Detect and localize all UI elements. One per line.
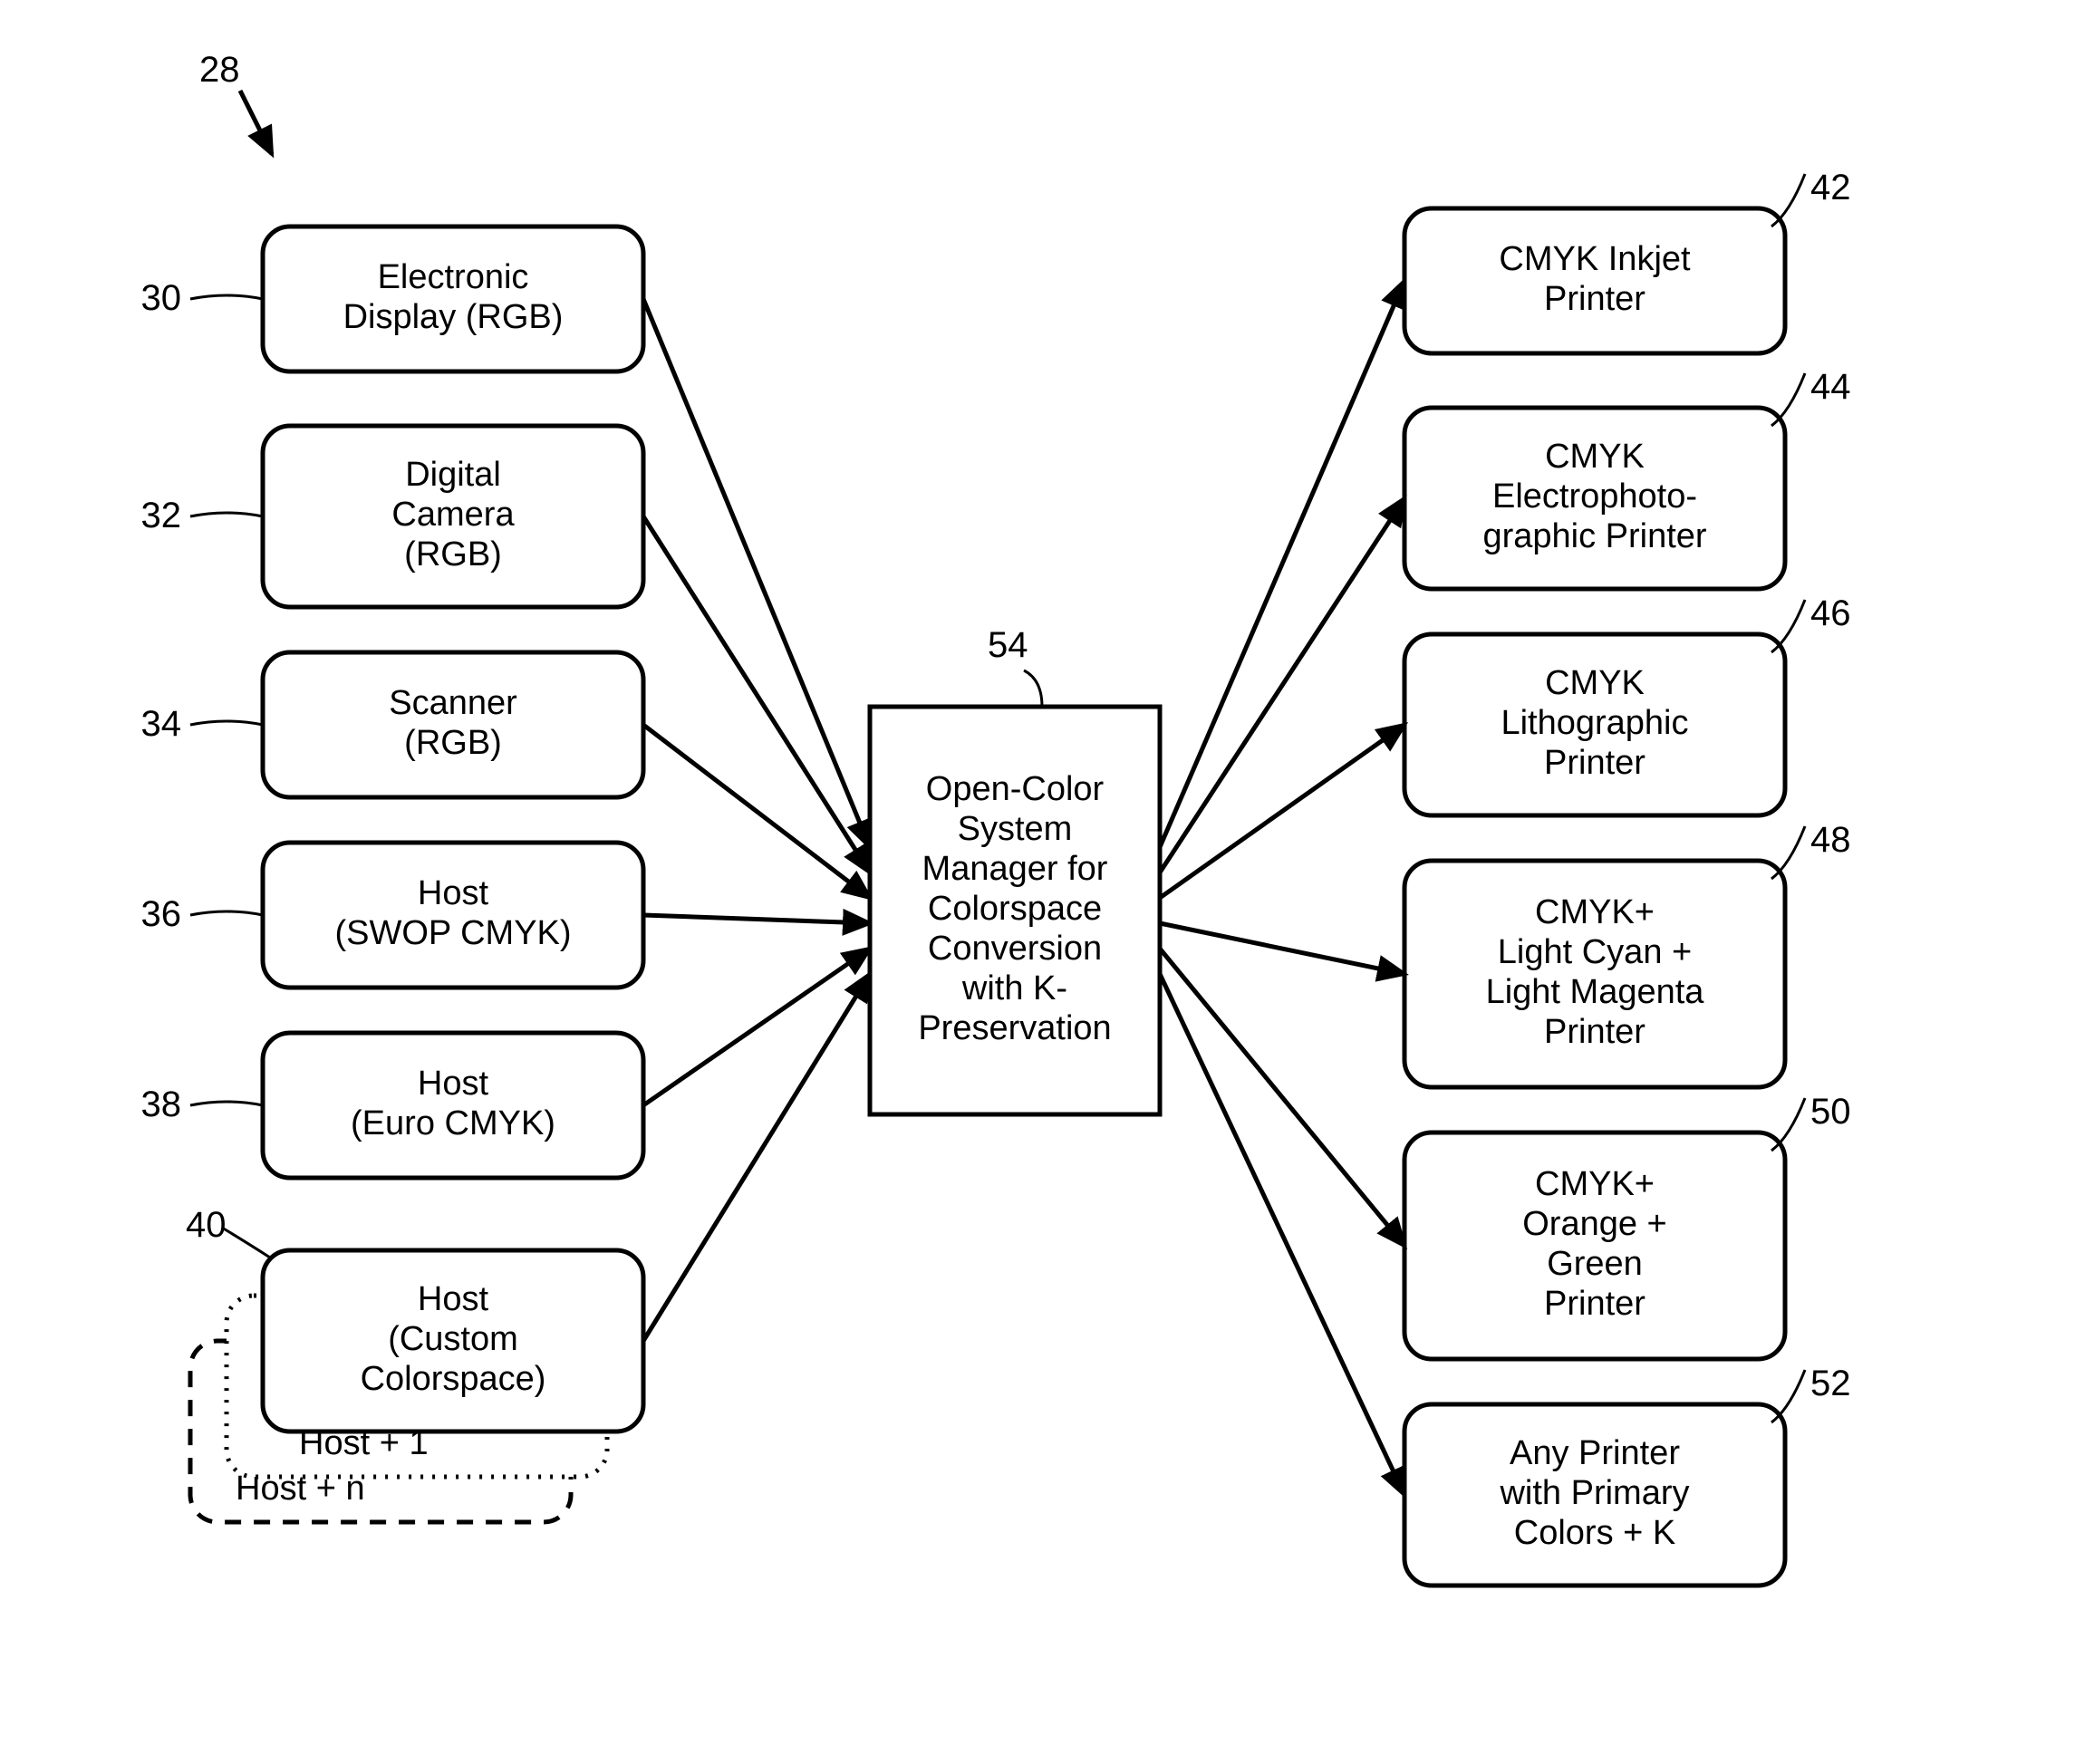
n54-line-3: Colorspace — [928, 890, 1102, 928]
ref-28-arrow — [240, 91, 272, 154]
ref-leader-30 — [190, 295, 263, 299]
n48-line-1: Light Cyan + — [1498, 933, 1692, 971]
n32-line-2: (RGB) — [404, 535, 502, 574]
n42-line-0: CMYK Inkjet — [1499, 240, 1691, 278]
n42: CMYK InkjetPrinter — [1404, 208, 1785, 353]
n52-line-1: with Primary — [1499, 1474, 1689, 1512]
ref-30: 30 — [141, 278, 182, 318]
arrow-center-to-n48 — [1160, 923, 1404, 974]
diagram-canvas: Host + nHost + 1ElectronicDisplay (RGB)3… — [0, 0, 2075, 1764]
n54-line-2: Manager for — [922, 850, 1108, 888]
arrow-center-to-n42 — [1160, 281, 1404, 847]
ref-52: 52 — [1810, 1364, 1851, 1403]
ref-34: 34 — [141, 704, 182, 744]
n50-line-3: Printer — [1544, 1285, 1646, 1323]
arrow-n34-to-center — [643, 725, 870, 898]
n46: CMYKLithographicPrinter — [1404, 634, 1785, 815]
ref-38: 38 — [141, 1084, 182, 1124]
arrow-center-to-n50 — [1160, 949, 1404, 1246]
n32: DigitalCamera(RGB) — [263, 426, 643, 607]
n38: Host(Euro CMYK) — [263, 1033, 643, 1178]
arrow-n36-to-center — [643, 915, 870, 923]
n54: Open-ColorSystemManager forColorspaceCon… — [870, 707, 1160, 1114]
n54-line-6: Preservation — [918, 1009, 1111, 1047]
n50-line-2: Green — [1547, 1245, 1643, 1283]
n36: Host(SWOP CMYK) — [263, 843, 643, 988]
ref-54: 54 — [988, 625, 1028, 665]
n30-line-0: Electronic — [378, 258, 529, 296]
n40-line-0: Host — [418, 1280, 489, 1318]
ref-leader-38 — [190, 1102, 263, 1105]
n46-line-1: Lithographic — [1501, 704, 1688, 742]
n40: Host(CustomColorspace) — [263, 1250, 643, 1431]
n40-line-1: (Custom — [388, 1320, 518, 1358]
n48-line-0: CMYK+ — [1535, 893, 1655, 931]
n32-line-1: Camera — [391, 496, 515, 534]
ref-44: 44 — [1810, 367, 1851, 407]
n36-line-0: Host — [418, 874, 489, 912]
ref-46: 46 — [1810, 593, 1851, 633]
arrow-center-to-n52 — [1160, 974, 1404, 1495]
n44: CMYKElectrophoto-graphic Printer — [1404, 408, 1785, 589]
n44-line-0: CMYK — [1545, 438, 1645, 476]
n52: Any Printerwith PrimaryColors + K — [1404, 1404, 1785, 1586]
n38-line-0: Host — [418, 1065, 489, 1103]
ref-36: 36 — [141, 894, 182, 934]
n34-line-0: Scanner — [389, 684, 517, 722]
n50-line-0: CMYK+ — [1535, 1165, 1655, 1203]
n44-line-2: graphic Printer — [1482, 517, 1706, 555]
n46-line-2: Printer — [1544, 744, 1646, 782]
ref-leader-40 — [222, 1228, 270, 1258]
n54-line-1: System — [958, 810, 1073, 848]
ref-leader-36 — [190, 911, 263, 915]
n48-line-3: Printer — [1544, 1013, 1646, 1051]
n48: CMYK+Light Cyan +Light MagentaPrinter — [1404, 861, 1785, 1087]
n32-line-0: Digital — [405, 456, 501, 494]
arrow-center-to-n44 — [1160, 498, 1404, 872]
n54-line-0: Open-Color — [926, 770, 1105, 808]
n50: CMYK+Orange +GreenPrinter — [1404, 1133, 1785, 1359]
ref-50: 50 — [1810, 1092, 1851, 1132]
n30-line-1: Display (RGB) — [343, 298, 564, 336]
n50-line-1: Orange + — [1522, 1205, 1667, 1243]
ref-leader-34 — [190, 721, 263, 725]
n34: Scanner(RGB) — [263, 652, 643, 797]
n48-line-2: Light Magenta — [1486, 973, 1705, 1011]
n54-line-5: with K- — [961, 969, 1067, 1007]
n38-line-1: (Euro CMYK) — [351, 1104, 555, 1142]
n46-line-0: CMYK — [1545, 664, 1645, 702]
n52-line-0: Any Printer — [1510, 1434, 1680, 1472]
n30: ElectronicDisplay (RGB) — [263, 227, 643, 371]
ref-32: 32 — [141, 496, 182, 535]
n42-line-1: Printer — [1544, 280, 1646, 318]
ref-42: 42 — [1810, 168, 1851, 207]
ref-leader-54 — [1024, 670, 1042, 707]
ref-40: 40 — [186, 1205, 227, 1245]
ref-leader-32 — [190, 513, 263, 516]
ref-48: 48 — [1810, 820, 1851, 860]
arrow-center-to-n46 — [1160, 725, 1404, 898]
n52-line-2: Colors + K — [1514, 1514, 1675, 1552]
ref-28: 28 — [199, 50, 240, 90]
n44-line-1: Electrophoto- — [1492, 477, 1697, 516]
n36-line-1: (SWOP CMYK) — [334, 914, 571, 952]
n40-line-2: Colorspace) — [361, 1360, 546, 1398]
n34-line-1: (RGB) — [404, 724, 502, 762]
n54-line-4: Conversion — [928, 930, 1102, 968]
